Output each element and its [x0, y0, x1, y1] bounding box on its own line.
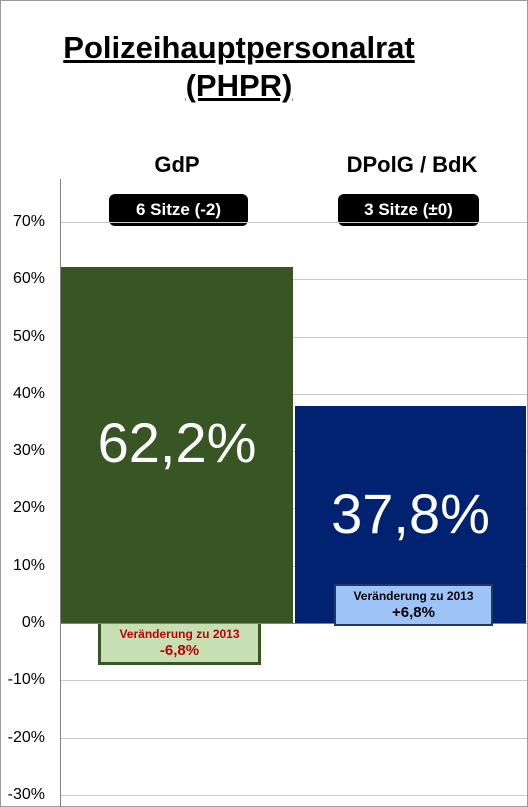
y-tick-label: 60% [12, 270, 45, 287]
gridline [60, 738, 527, 739]
gridline [60, 795, 527, 796]
party-name-gdp: GdP [154, 152, 200, 177]
zero-baseline [60, 623, 527, 624]
bar-value-label-dpolg-bdk: 37,8% [331, 482, 490, 545]
change-box-gdp: Veränderung zu 2013 -6,8% [98, 624, 261, 665]
y-tick-label: -10% [7, 671, 45, 688]
gridline [60, 222, 527, 223]
y-tick-label: 50% [12, 328, 45, 345]
gridline [60, 451, 527, 452]
gridline [60, 566, 527, 567]
y-tick-label: 0% [21, 614, 45, 631]
y-tick-label: 40% [12, 385, 45, 402]
change-caption-dpolg-bdk: Veränderung zu 2013 [353, 588, 474, 603]
seat-badge-gdp: 6 Sitze (-2) [109, 194, 248, 226]
seat-badge-dpolg-bdk: 3 Sitze (±0) [338, 194, 479, 226]
y-tick-label: 70% [12, 213, 45, 230]
y-tick-label: 20% [12, 499, 45, 516]
gridline [60, 337, 527, 338]
change-value-dpolg-bdk: +6,8% [392, 603, 435, 621]
y-tick-label: 10% [12, 557, 45, 574]
y-tick-label: -20% [7, 729, 45, 746]
y-axis-line [60, 179, 61, 806]
change-value-gdp: -6,8% [159, 641, 200, 659]
gridline [60, 680, 527, 681]
change-caption-gdp: Veränderung zu 2013 [119, 626, 240, 641]
gridline [60, 279, 527, 280]
party-name-dpolg-bdk: DPolG / BdK [346, 152, 478, 177]
chart-title-line1: Polizeihauptpersonalrat [63, 30, 415, 65]
chart-title-line2: (PHPR) [185, 68, 293, 103]
bar-value-label-gdp: 62,2% [97, 411, 257, 474]
bar-gdp: 62,2% [61, 267, 293, 623]
chart-title: Polizeihauptpersonalrat (PHPR) [1, 29, 477, 105]
y-tick-label: 30% [12, 442, 45, 459]
gridline [60, 508, 527, 509]
y-tick-label: -30% [7, 786, 45, 803]
change-box-dpolg-bdk: Veränderung zu 2013 +6,8% [334, 584, 493, 626]
gridline [60, 394, 527, 395]
